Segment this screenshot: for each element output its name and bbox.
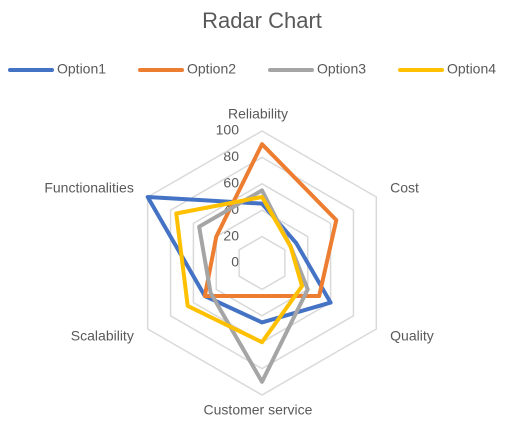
category-label: Reliability xyxy=(228,106,288,122)
category-label: Customer service xyxy=(204,402,313,418)
y-tick-label: 0 xyxy=(231,254,239,270)
y-tick-label: 80 xyxy=(223,148,239,164)
legend-label: Option2 xyxy=(187,61,236,77)
legend-label: Option4 xyxy=(447,61,496,77)
category-label: Cost xyxy=(390,180,419,196)
category-label: Functionalities xyxy=(44,180,134,196)
grid-line xyxy=(169,156,355,370)
legend-label: Option3 xyxy=(317,61,366,77)
chart-title: Radar Chart xyxy=(202,8,322,33)
y-tick-label: 20 xyxy=(223,227,239,243)
category-label: Scalability xyxy=(71,328,134,344)
series-line xyxy=(174,195,305,345)
grid-line xyxy=(238,235,286,291)
y-tick-label: 100 xyxy=(216,122,240,138)
series-line xyxy=(202,142,339,298)
y-tick-label: 60 xyxy=(223,175,239,191)
series-line xyxy=(145,195,333,325)
legend-label: Option1 xyxy=(57,61,106,77)
series-line xyxy=(197,188,310,384)
category-label: Quality xyxy=(390,328,434,344)
